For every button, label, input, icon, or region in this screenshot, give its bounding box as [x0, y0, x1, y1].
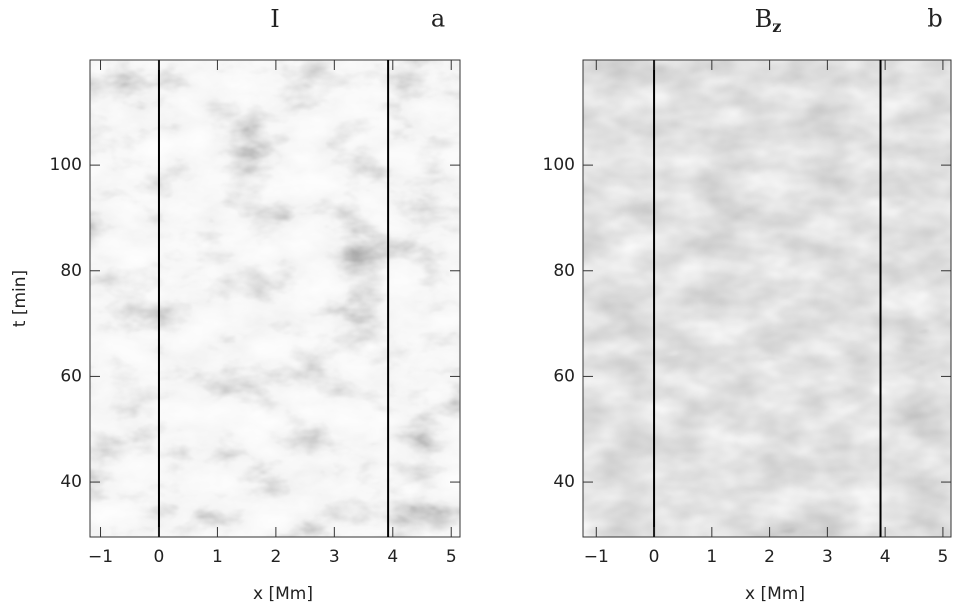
panel-label: b	[927, 5, 942, 33]
y-tick-label: 100	[50, 155, 82, 175]
x-tick-label: 0	[154, 547, 165, 567]
y-tick-label: 100	[543, 155, 575, 175]
panel-title: I	[270, 5, 279, 33]
y-tick-label: 60	[553, 366, 575, 386]
x-tick-label: 3	[822, 547, 833, 567]
x-tick-label: −1	[584, 547, 609, 567]
x-tick-label: 5	[937, 547, 948, 567]
image-map	[583, 60, 951, 537]
image-map	[90, 60, 460, 537]
x-tick-label: 4	[387, 547, 398, 567]
panel: −1 0 1 2 3 4 5 40 60 80 100 Bz b x [Mm]	[543, 5, 952, 604]
title-text: I	[270, 5, 279, 33]
title-text: B	[755, 5, 773, 33]
x-tick-label: 1	[706, 547, 717, 567]
title-subscript: z	[772, 17, 781, 36]
plot-frame	[89, 59, 461, 538]
plot-frame	[582, 59, 952, 538]
y-tick-label: 80	[60, 261, 82, 281]
y-axis-label: t [min]	[10, 270, 30, 327]
panel: −1 0 1 2 3 4 5 40 60 80 100 I a x [Mm] t [min]	[10, 5, 461, 604]
x-tick-label: −1	[88, 547, 113, 567]
y-tick-label: 40	[553, 472, 575, 492]
x-tick-label: 3	[329, 547, 340, 567]
y-tick-label: 80	[553, 261, 575, 281]
y-tick-label: 40	[60, 472, 82, 492]
x-tick-label: 5	[446, 547, 457, 567]
x-tick-label: 4	[880, 547, 891, 567]
x-axis-label: x [Mm]	[253, 584, 313, 604]
y-tick-label: 60	[60, 366, 82, 386]
x-tick-label: 0	[649, 547, 660, 567]
panel-title: Bz	[755, 5, 782, 36]
x-tick-label: 2	[764, 547, 775, 567]
x-tick-label: 2	[270, 547, 281, 567]
x-tick-label: 1	[212, 547, 223, 567]
panel-label: a	[431, 5, 445, 33]
x-axis-label: x [Mm]	[745, 584, 805, 604]
